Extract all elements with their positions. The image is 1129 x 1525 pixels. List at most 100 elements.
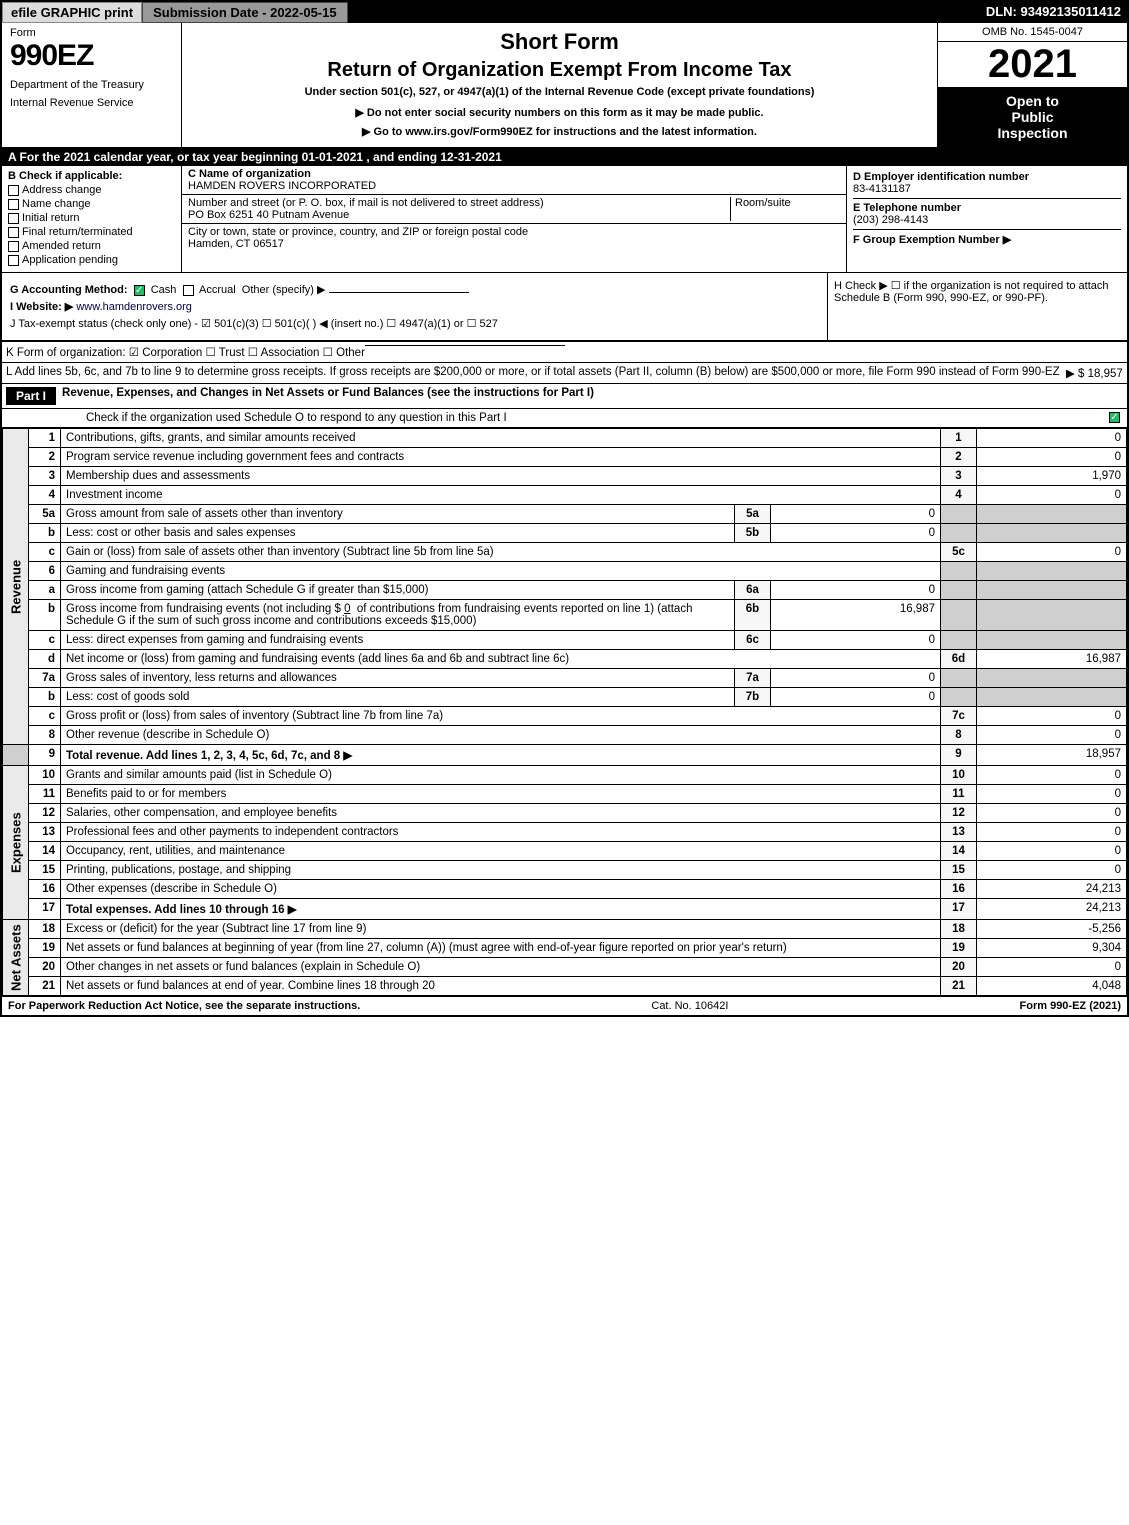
ln10-desc: Grants and similar amounts paid (list in…: [66, 769, 332, 781]
line-2: 2 Program service revenue including gove…: [3, 448, 1127, 467]
d-ein-value: 83-4131187: [853, 183, 911, 195]
cb-address-change-label: Address change: [22, 184, 102, 196]
ln5b-subnum: 5b: [735, 524, 771, 543]
ln21-num: 21: [29, 977, 61, 996]
cb-final-return[interactable]: Final return/terminated: [8, 226, 175, 238]
c-city-label: City or town, state or province, country…: [188, 226, 528, 238]
ln7b-col-grey: [941, 688, 977, 707]
ln11-col: 11: [941, 785, 977, 804]
g-label: G Accounting Method:: [10, 284, 128, 296]
i-website-row: I Website: ▶ www.hamdenrovers.org: [10, 300, 819, 313]
dept-treasury: Department of the Treasury: [10, 79, 173, 91]
ln2-col: 2: [941, 448, 977, 467]
ln6d-desc: Net income or (loss) from gaming and fun…: [66, 653, 569, 665]
ln21-desc: Net assets or fund balances at end of ye…: [66, 980, 435, 992]
ln6-col-grey: [941, 562, 977, 581]
g-cash-label: Cash: [151, 284, 177, 296]
ln12-num: 12: [29, 804, 61, 823]
ln2-num: 2: [29, 448, 61, 467]
part-i-badge: Part I: [6, 387, 56, 405]
ln17-arrow-icon: ▶: [288, 904, 297, 916]
ln6b-subnum: 6b: [735, 600, 771, 631]
cb-name-change[interactable]: Name change: [8, 198, 175, 210]
form-990ez: efile GRAPHIC print Submission Date - 20…: [0, 0, 1129, 1017]
ln15-desc: Printing, publications, postage, and shi…: [66, 864, 291, 876]
ln6a-desc: Gross income from gaming (attach Schedul…: [66, 584, 428, 596]
cb-accrual[interactable]: [183, 285, 194, 296]
omb-number: OMB No. 1545-0047: [938, 23, 1127, 42]
c-name-label: C Name of organization: [188, 168, 311, 180]
efile-print-button[interactable]: efile GRAPHIC print: [2, 2, 142, 23]
ln18-num: 18: [29, 920, 61, 939]
ln9-num: 9: [29, 745, 61, 766]
line-14: 14 Occupancy, rent, utilities, and maint…: [3, 842, 1127, 861]
section-b-title: B Check if applicable:: [8, 170, 175, 182]
cb-amended-return[interactable]: Amended return: [8, 240, 175, 252]
line-7b: b Less: cost of goods sold 7b 0: [3, 688, 1127, 707]
cb-application-pending[interactable]: Application pending: [8, 254, 175, 266]
ln6a-val-grey: [977, 581, 1127, 600]
ln7b-subnum: 7b: [735, 688, 771, 707]
f-group-label: F Group Exemption Number ▶: [853, 234, 1011, 246]
open-line2: Public: [942, 109, 1123, 125]
ln5b-col-grey: [941, 524, 977, 543]
ln4-num: 4: [29, 486, 61, 505]
website-link[interactable]: www.hamdenrovers.org: [76, 301, 192, 313]
ln16-col: 16: [941, 880, 977, 899]
ln6-desc: Gaming and fundraising events: [66, 565, 225, 577]
ln3-val: 1,970: [977, 467, 1127, 486]
cb-schedule-o-used[interactable]: ✓: [1109, 412, 1120, 423]
ln8-num: 8: [29, 726, 61, 745]
cb-address-change[interactable]: Address change: [8, 184, 175, 196]
ln19-num: 19: [29, 939, 61, 958]
ln5a-desc: Gross amount from sale of assets other t…: [66, 508, 343, 520]
ln6a-subnum: 6a: [735, 581, 771, 600]
ln15-val: 0: [977, 861, 1127, 880]
ln5a-subval: 0: [771, 505, 941, 524]
line-18: Net Assets 18 Excess or (deficit) for th…: [3, 920, 1127, 939]
ln7a-col-grey: [941, 669, 977, 688]
org-city: Hamden, CT 06517: [188, 238, 284, 250]
ln6a-num: a: [29, 581, 61, 600]
short-form-title: Short Form: [188, 29, 931, 55]
ln7a-num: 7a: [29, 669, 61, 688]
ln12-col: 12: [941, 804, 977, 823]
ln7a-val-grey: [977, 669, 1127, 688]
tab-expenses: Expenses: [3, 766, 29, 920]
ln20-val: 0: [977, 958, 1127, 977]
open-to-public-badge: Open to Public Inspection: [938, 87, 1127, 147]
ln6b-val-grey: [977, 600, 1127, 631]
ln6b-amt-inline: 0: [344, 603, 350, 615]
open-line1: Open to: [942, 93, 1123, 109]
ln6c-col-grey: [941, 631, 977, 650]
line-6d: d Net income or (loss) from gaming and f…: [3, 650, 1127, 669]
ln2-desc: Program service revenue including govern…: [66, 451, 404, 463]
k-row: K Form of organization: ☑ Corporation ☐ …: [2, 341, 1127, 363]
ln1-desc: Contributions, gifts, grants, and simila…: [66, 432, 356, 444]
footer-formref: Form 990-EZ (2021): [1020, 1000, 1121, 1012]
ln14-val: 0: [977, 842, 1127, 861]
h-schedule-b: H Check ▶ ☐ if the organization is not r…: [827, 273, 1127, 340]
ln14-num: 14: [29, 842, 61, 861]
line-6a: a Gross income from gaming (attach Sched…: [3, 581, 1127, 600]
line-19: 19 Net assets or fund balances at beginn…: [3, 939, 1127, 958]
cb-initial-return[interactable]: Initial return: [8, 212, 175, 224]
tab-revenue: Revenue: [3, 429, 29, 745]
ln14-col: 14: [941, 842, 977, 861]
dept-irs: Internal Revenue Service: [10, 97, 173, 109]
section-a-taxyear: A For the 2021 calendar year, or tax yea…: [2, 148, 1127, 166]
footer-catno: Cat. No. 10642I: [651, 1000, 728, 1012]
goto-link[interactable]: ▶ Go to www.irs.gov/Form990EZ for instru…: [188, 125, 931, 138]
ln20-col: 20: [941, 958, 977, 977]
ln3-col: 3: [941, 467, 977, 486]
ln3-num: 3: [29, 467, 61, 486]
ln16-num: 16: [29, 880, 61, 899]
ln9-arrow-icon: ▶: [343, 750, 352, 762]
line-6b: b Gross income from fundraising events (…: [3, 600, 1127, 631]
ln7c-desc: Gross profit or (loss) from sales of inv…: [66, 710, 443, 722]
header-right: OMB No. 1545-0047 2021 Open to Public In…: [937, 23, 1127, 147]
cb-cash[interactable]: ✓: [134, 285, 145, 296]
ln18-desc: Excess or (deficit) for the year (Subtra…: [66, 923, 366, 935]
org-street: PO Box 6251 40 Putnam Avenue: [188, 209, 349, 221]
header-left: Form 990EZ Department of the Treasury In…: [2, 23, 182, 147]
